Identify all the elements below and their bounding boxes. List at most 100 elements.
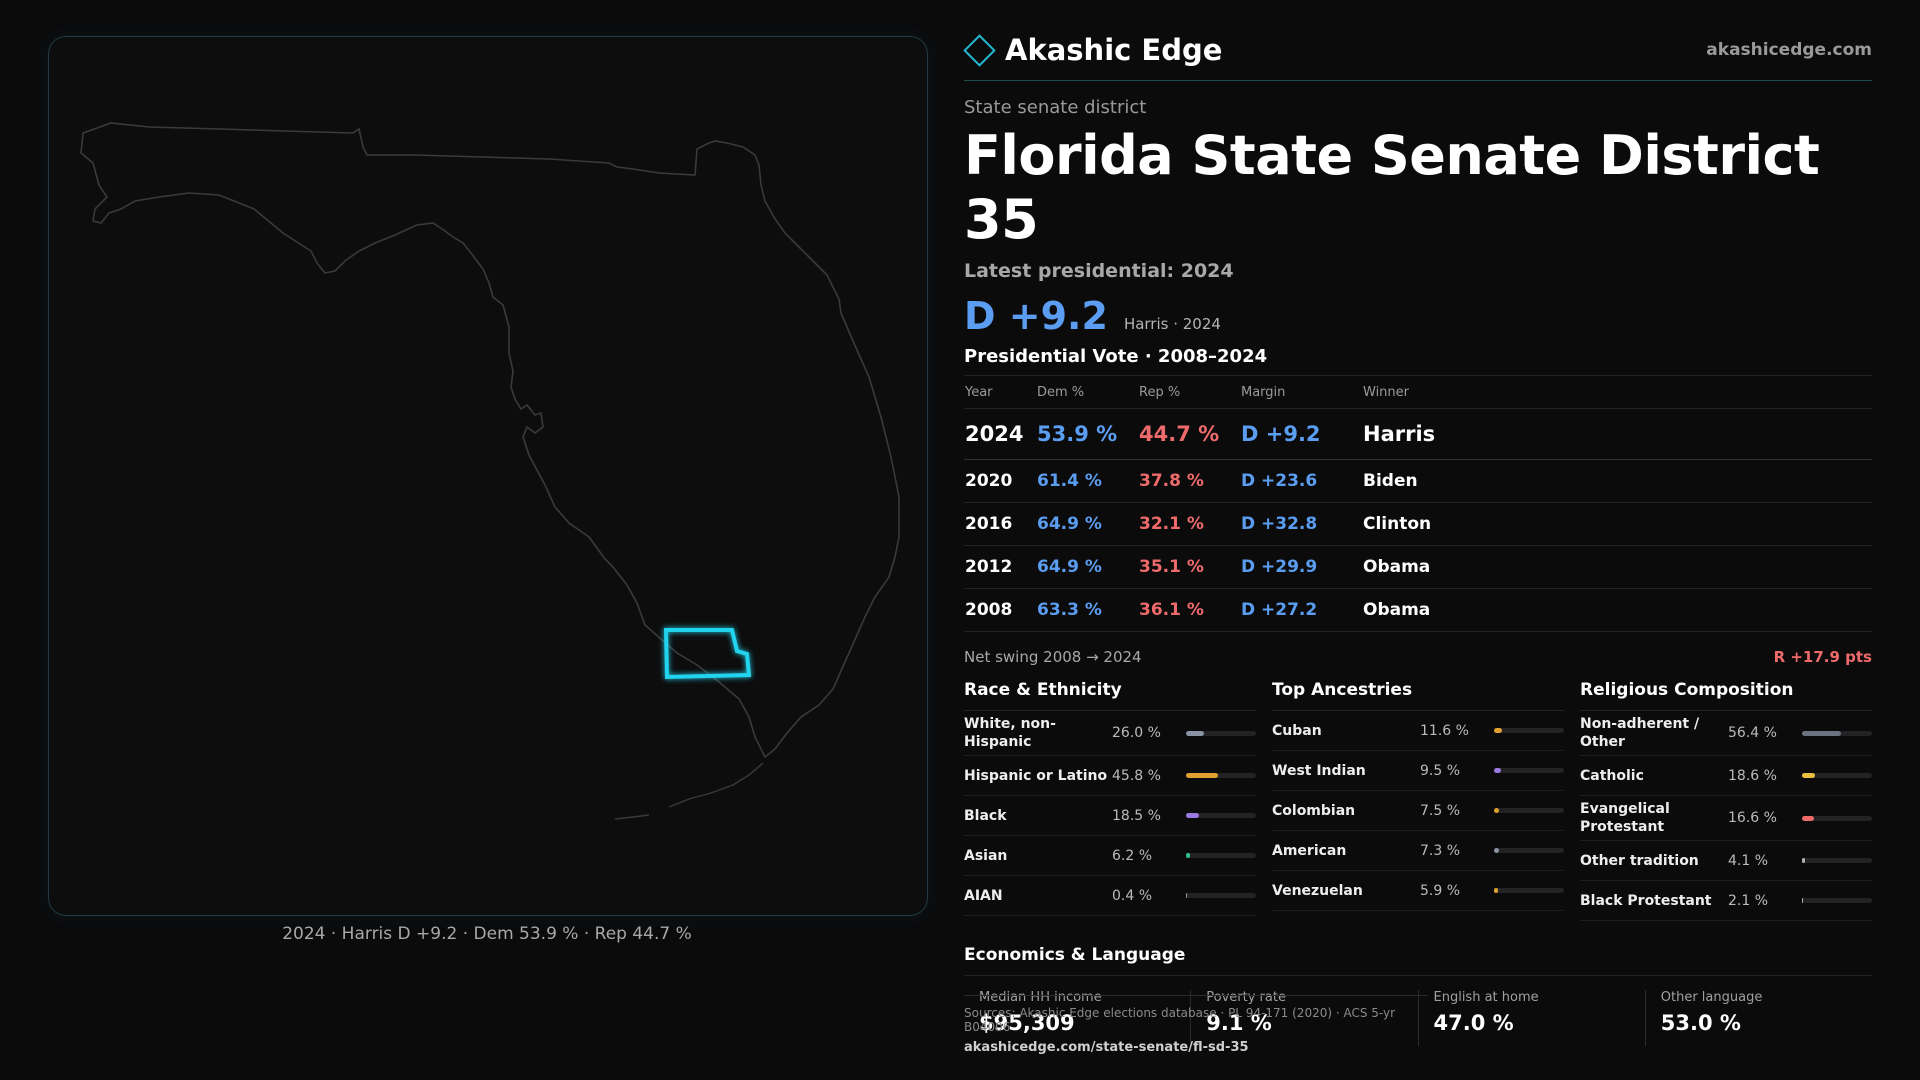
stat-value: 53.0 % <box>1660 1011 1741 1035</box>
share-bar <box>1802 815 1872 821</box>
list-item: Evangelical Protestant 16.6 % <box>1580 796 1872 841</box>
item-percent: 45.8 % <box>1112 767 1161 784</box>
list-item: Venezuelan 5.9 % <box>1272 871 1564 911</box>
race-ethnicity-section: Race & Ethnicity White, non-Hispanic 26.0… <box>964 680 1256 921</box>
item-label: Colombian <box>1272 802 1356 819</box>
item-label: Evangelical Protestant <box>1580 801 1670 835</box>
florida-keys <box>614 762 764 820</box>
share-bar-fill <box>1802 858 1805 863</box>
net-swing-value: R +17.9 pts <box>1773 648 1872 666</box>
cell-year: 2008 <box>964 588 1036 632</box>
share-bar <box>1494 848 1564 853</box>
item-percent: 26.0 % <box>1112 725 1161 741</box>
brand-name: Akashic Edge <box>1005 33 1223 67</box>
list-item: Other tradition 4.1 % <box>1580 841 1872 881</box>
item-label: Black Protestant <box>1580 892 1712 909</box>
stat-english-at-home: English at home 47.0 % <box>1417 990 1645 1046</box>
share-bar <box>1494 728 1564 733</box>
share-bar <box>1186 773 1256 778</box>
item-label: West Indian <box>1272 762 1366 779</box>
item-percent: 7.5 % <box>1420 802 1461 819</box>
item-percent: 2.1 % <box>1728 892 1769 909</box>
list-item: AIAN 0.4 % <box>964 876 1256 916</box>
item-label: AIAN <box>964 887 1003 904</box>
cell-year: 2020 <box>964 459 1036 503</box>
cell-dem: 53.9 % <box>1036 408 1138 460</box>
item-percent: 56.4 % <box>1728 725 1777 741</box>
share-bar <box>1802 773 1872 778</box>
share-bar <box>1186 853 1256 858</box>
share-bar-fill <box>1186 853 1191 858</box>
table-row: 2008 63.3 % 36.1 % D +27.2 Obama <box>964 588 1872 632</box>
stat-other-language: Other language 53.0 % <box>1644 990 1872 1046</box>
cell-rep: 35.1 % <box>1138 545 1240 589</box>
latest-margin: D +9.2 <box>964 294 1108 338</box>
district-35-boundary[interactable] <box>663 628 752 680</box>
item-percent: 0.4 % <box>1112 887 1153 904</box>
source-link[interactable]: akashicedge.com/state-senate/fl-sd-35 <box>964 1040 1249 1055</box>
net-swing: Net swing 2008 → 2024 R +17.9 pts <box>964 648 1872 666</box>
religion-section: Religious Composition Non-adherent / Oth… <box>1580 680 1872 921</box>
florida-outline <box>80 122 900 759</box>
item-label: Asian <box>964 847 1008 864</box>
cell-margin: D +29.9 <box>1240 545 1362 589</box>
map-panel[interactable] <box>48 36 928 916</box>
share-bar-fill <box>1494 848 1500 853</box>
stat-poverty-rate: Poverty rate 9.1 % <box>1190 990 1417 1046</box>
item-label: Hispanic or Latino <box>964 767 1108 784</box>
florida-map[interactable] <box>49 37 927 915</box>
item-percent: 11.6 % <box>1420 722 1469 739</box>
item-label: Black <box>964 807 1007 824</box>
share-bar-fill <box>1494 728 1503 733</box>
share-bar <box>1802 858 1872 863</box>
table-row: 2024 53.9 % 44.7 % D +9.2 Harris <box>964 408 1872 460</box>
presidential-vote-title: Presidential Vote · 2008–2024 <box>964 346 1268 367</box>
share-bar <box>1802 730 1872 736</box>
cell-winner: Harris <box>1362 408 1872 460</box>
latest-margin-sub: Harris · 2024 <box>1123 315 1221 333</box>
page-title: Florida State Senate District 35 <box>964 124 1820 251</box>
share-bar <box>1186 893 1256 898</box>
list-item: Hispanic or Latino 45.8 % <box>964 756 1256 796</box>
cell-margin: D +27.2 <box>1240 588 1362 632</box>
share-bar <box>1186 730 1256 736</box>
list-item: White, non-Hispanic 26.0 % <box>964 711 1256 756</box>
item-label: American <box>1272 842 1347 859</box>
ancestry-section: Top Ancestries Cuban 11.6 % West Indian 9.5… <box>1272 680 1564 921</box>
cell-rep: 37.8 % <box>1138 459 1240 503</box>
district-profile: Akashic Edge akashicedge.com State senat… <box>963 32 1872 1046</box>
item-label: Non-adherent / Other <box>1580 716 1700 750</box>
header-divider <box>964 80 1872 81</box>
sources-footer: Sources: Akashic Edge elections database… <box>964 995 1428 1055</box>
cell-rep: 44.7 % <box>1138 408 1240 460</box>
table-row: 2020 61.4 % 37.8 % D +23.6 Biden <box>964 459 1872 503</box>
cell-dem: 64.9 % <box>1036 502 1138 546</box>
sources-text: Sources: Akashic Edge elections database… <box>964 1006 1396 1034</box>
share-bar-fill <box>1802 815 1814 821</box>
section-title: Race & Ethnicity <box>964 680 1256 711</box>
brand-url-link[interactable]: akashicedge.com <box>1706 40 1872 60</box>
cell-year: 2016 <box>964 502 1036 546</box>
cell-margin: D +32.8 <box>1240 502 1362 546</box>
item-label: White, non-Hispanic <box>964 716 1056 750</box>
item-percent: 6.2 % <box>1112 847 1153 864</box>
demographics: Race & Ethnicity White, non-Hispanic 26.0… <box>964 680 1872 921</box>
share-bar-fill <box>1186 813 1199 818</box>
economics-title: Economics & Language <box>964 945 1872 976</box>
item-label: Other tradition <box>1580 852 1699 869</box>
col-header-rep: Rep % <box>1138 375 1240 409</box>
cell-dem: 61.4 % <box>1036 459 1138 503</box>
stat-label: Poverty rate <box>1206 990 1286 1005</box>
stat-median-income: Median HH income $95,309 <box>964 990 1190 1046</box>
share-bar <box>1494 808 1564 813</box>
list-item: Colombian 7.5 % <box>1272 791 1564 831</box>
cell-year: 2012 <box>964 545 1036 589</box>
table-row: 2012 64.9 % 35.1 % D +29.9 Obama <box>964 545 1872 589</box>
cell-winner: Obama <box>1362 545 1872 589</box>
col-header-margin: Margin <box>1240 375 1362 409</box>
economics-stats: Median HH income $95,309 Poverty rate 9.… <box>964 990 1872 1046</box>
cell-dem: 63.3 % <box>1036 588 1138 632</box>
list-item: Asian 6.2 % <box>964 836 1256 876</box>
list-item: Catholic 18.6 % <box>1580 756 1872 796</box>
share-bar-fill <box>1802 773 1816 778</box>
